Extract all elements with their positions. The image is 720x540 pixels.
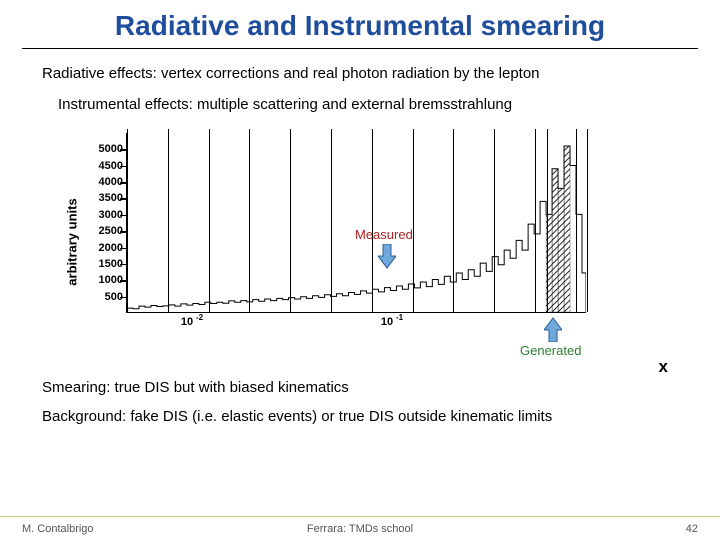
callout-generated: Generated — [520, 343, 581, 358]
bin-divider — [453, 129, 454, 312]
y-tick-label: 2000 — [99, 242, 123, 254]
bin-divider — [494, 129, 495, 312]
y-tick-label: 1500 — [99, 258, 123, 270]
text-background: Background: fake DIS (i.e. elastic event… — [42, 408, 690, 425]
chart: arbitrary units 500100015002000250030003… — [80, 127, 640, 357]
hatched-bin — [552, 169, 558, 312]
hatched-bin — [558, 188, 564, 312]
x-tick-label: 10 — [181, 316, 193, 328]
arrow-measured-icon — [378, 244, 396, 270]
y-tick-label: 4500 — [99, 160, 123, 172]
bin-divider — [331, 129, 332, 312]
y-tick-label: 3000 — [99, 209, 123, 221]
y-tick-label: 2500 — [99, 225, 123, 237]
x-tick-sup: -1 — [396, 313, 403, 322]
page-title: Radiative and Instrumental smearing — [0, 0, 720, 48]
footer-author: M. Contalbrigo — [22, 523, 94, 535]
y-tick-label: 5000 — [99, 143, 123, 155]
y-tick-label: 3500 — [99, 192, 123, 204]
histogram-svg — [127, 133, 586, 312]
y-tick-label: 1000 — [99, 274, 123, 286]
bin-divider — [576, 129, 577, 312]
text-smearing: Smearing: true DIS but with biased kinem… — [42, 379, 690, 396]
arrow-generated-icon — [544, 316, 562, 342]
callout-measured: Measured — [355, 227, 413, 242]
bin-divider — [209, 129, 210, 312]
bin-divider — [290, 129, 291, 312]
x-tick-sup: -2 — [196, 313, 203, 322]
bullet-radiative: Radiative effects: vertex corrections an… — [42, 65, 690, 82]
bin-divider — [587, 129, 588, 312]
bullet-instrumental: Instrumental effects: multiple scatterin… — [58, 96, 690, 113]
y-tick-label: 500 — [105, 291, 123, 303]
bin-divider — [168, 129, 169, 312]
bin-divider — [127, 129, 128, 312]
footer: M. Contalbrigo Ferrara: TMDs school 42 — [0, 516, 720, 540]
bin-divider — [413, 129, 414, 312]
bin-divider — [547, 129, 548, 312]
x-tick-label: 10 — [381, 316, 393, 328]
bin-divider — [535, 129, 536, 312]
x-axis-label: x — [659, 357, 668, 377]
title-rule — [22, 48, 698, 49]
hatched-bin — [564, 146, 570, 312]
y-tick-label: 4000 — [99, 176, 123, 188]
footer-venue: Ferrara: TMDs school — [307, 523, 413, 535]
bin-divider — [372, 129, 373, 312]
plot-area: 5001000150020002500300035004000450050001… — [126, 133, 586, 313]
bin-divider — [249, 129, 250, 312]
y-axis-label: arbitrary units — [65, 198, 80, 285]
footer-page: 42 — [686, 523, 698, 535]
